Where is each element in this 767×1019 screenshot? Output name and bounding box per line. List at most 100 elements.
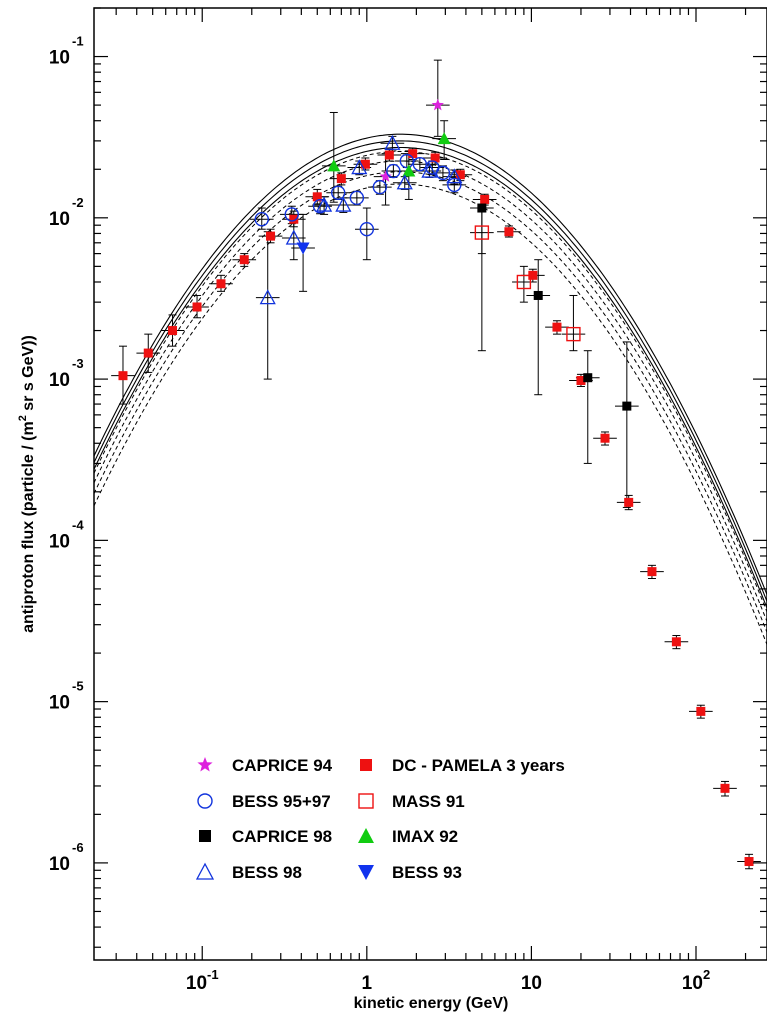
y-tick-label-exp-5: -1 (72, 34, 84, 49)
legend-label-0: CAPRICE 94 (232, 756, 333, 775)
point-dc-pamela-3-years-23 (671, 637, 681, 647)
y-tick-label-2: 10 (49, 531, 70, 552)
point-bess-95-97-7 (386, 163, 401, 179)
plot-frame (93, 7, 767, 961)
y-axis-label: antiproton flux (particle / (m2 sr s GeV… (17, 335, 37, 633)
point-bess-98-2 (315, 196, 333, 212)
y-tick-label-exp-3: -3 (72, 356, 84, 371)
y-tick-label-exp-1: -5 (72, 679, 84, 694)
legend-marker-4 (199, 830, 211, 842)
point-caprice-98-1 (533, 290, 543, 300)
legend-marker-0 (197, 757, 213, 772)
point-bess-95-97-8 (399, 153, 415, 169)
legend-label-5: IMAX 92 (392, 827, 458, 846)
y-tick-label-1: 10 (49, 693, 70, 714)
point-dc-pamela-3-years-19 (576, 376, 586, 386)
y-tick-label-4: 10 (49, 209, 70, 230)
y-axis-label-part2: sr s GeV)) (20, 335, 37, 415)
point-dc-pamela-3-years-10 (360, 159, 370, 169)
point-dc-pamela-3-years-18 (552, 322, 562, 332)
point-dc-pamela-3-years-9 (336, 174, 346, 184)
point-bess-98-7 (421, 162, 438, 178)
point-bess-95-97-12 (447, 177, 462, 193)
legend-marker-5 (358, 828, 374, 843)
model-curve-solid-2 (93, 146, 767, 609)
point-imax-92-2 (437, 132, 451, 145)
y-tick-label-3: 10 (49, 370, 70, 391)
y-tick-label-exp-4: -2 (72, 195, 84, 210)
point-dc-pamela-3-years-22 (647, 567, 657, 577)
y-tick-label-5: 10 (49, 48, 70, 69)
point-dc-pamela-3-years-17 (528, 270, 538, 280)
point-dc-pamela-3-years-16 (504, 227, 514, 237)
legend-marker-7 (358, 865, 374, 880)
x-axis-label: kinetic energy (GeV) (354, 995, 509, 1012)
x-tick-label-1: 1 (362, 973, 373, 994)
point-dc-pamela-3-years-20 (600, 433, 610, 443)
legend-label-4: CAPRICE 98 (232, 827, 332, 846)
point-dc-pamela-3-years-5 (239, 255, 249, 265)
point-mass-91-2 (566, 326, 581, 342)
point-bess-98-1 (285, 229, 302, 245)
x-tick-label-2: 10 (521, 973, 542, 994)
point-dc-pamela-3-years-24 (696, 706, 706, 716)
point-bess-95-97-3 (330, 185, 346, 200)
error-bars (111, 59, 761, 870)
point-bess-95-97-2 (312, 199, 328, 214)
data-markers (118, 98, 754, 867)
point-mass-91-1 (516, 274, 532, 290)
point-dc-pamela-3-years-0 (118, 371, 128, 381)
legend-label-1: DC - PAMELA 3 years (392, 756, 565, 775)
point-bess-95-97-1 (284, 207, 299, 222)
x-axis-ticks: 10-1 1 10 102 (115, 8, 747, 994)
point-imax-92-1 (402, 164, 416, 177)
point-bess-98-3 (335, 196, 352, 212)
legend-marker-1 (360, 759, 372, 771)
point-bess-95-97-4 (349, 190, 365, 206)
x-tick-label-0: 10-1 (186, 967, 219, 994)
legend-label-7: BESS 93 (392, 863, 462, 882)
point-dc-pamela-3-years-1 (143, 348, 153, 358)
model-curve-solid-1 (93, 140, 767, 602)
point-dc-pamela-3-years-8 (312, 192, 322, 202)
point-dc-pamela-3-years-21 (624, 497, 634, 507)
point-bess-98-8 (446, 168, 463, 184)
y-tick-label-0: 10 (49, 854, 70, 875)
point-caprice-98-2 (583, 373, 593, 383)
point-bess-98-6 (396, 174, 413, 190)
legend: CAPRICE 94 DC - PAMELA 3 years BESS 95+97 M… (195, 756, 565, 882)
y-tick-label-exp-2: -4 (72, 517, 84, 532)
y-tick-label-exp-0: -6 (72, 840, 84, 855)
point-dc-pamela-3-years-2 (168, 326, 178, 336)
model-curve-dashed-2 (93, 171, 767, 633)
point-mass-91-0 (474, 225, 490, 240)
x-tick-label-3: 102 (682, 967, 710, 994)
point-dc-pamela-3-years-7 (289, 214, 299, 224)
legend-marker-2 (197, 793, 213, 809)
model-curves (93, 133, 767, 645)
point-dc-pamela-3-years-13 (430, 153, 440, 163)
point-dc-pamela-3-years-6 (266, 231, 276, 241)
point-bess-95-97-6 (372, 179, 388, 195)
point-imax-92-0 (327, 159, 341, 172)
point-dc-pamela-3-years-3 (192, 302, 202, 312)
point-caprice-98-3 (622, 401, 632, 411)
point-bess-95-97-0 (254, 212, 269, 227)
point-dc-pamela-3-years-4 (216, 279, 226, 289)
legend-marker-3 (358, 793, 374, 809)
model-curve-solid-0 (93, 133, 767, 595)
y-axis-label-superscript: 2 (17, 415, 29, 421)
legend-label-2: BESS 95+97 (232, 792, 331, 811)
point-dc-pamela-3-years-15 (480, 194, 490, 204)
legend-label-6: BESS 98 (232, 863, 302, 882)
point-dc-pamela-3-years-12 (408, 149, 418, 159)
point-bess-98-5 (384, 134, 401, 150)
point-dc-pamela-3-years-25 (720, 783, 730, 793)
point-bess-98-4 (351, 159, 368, 175)
point-caprice-94-1 (379, 170, 392, 182)
point-bess-93-0 (296, 242, 310, 255)
point-dc-pamela-3-years-26 (744, 857, 754, 867)
point-dc-pamela-3-years-11 (384, 150, 394, 160)
y-axis-label-part1: antiproton flux (particle / (m (20, 421, 37, 633)
